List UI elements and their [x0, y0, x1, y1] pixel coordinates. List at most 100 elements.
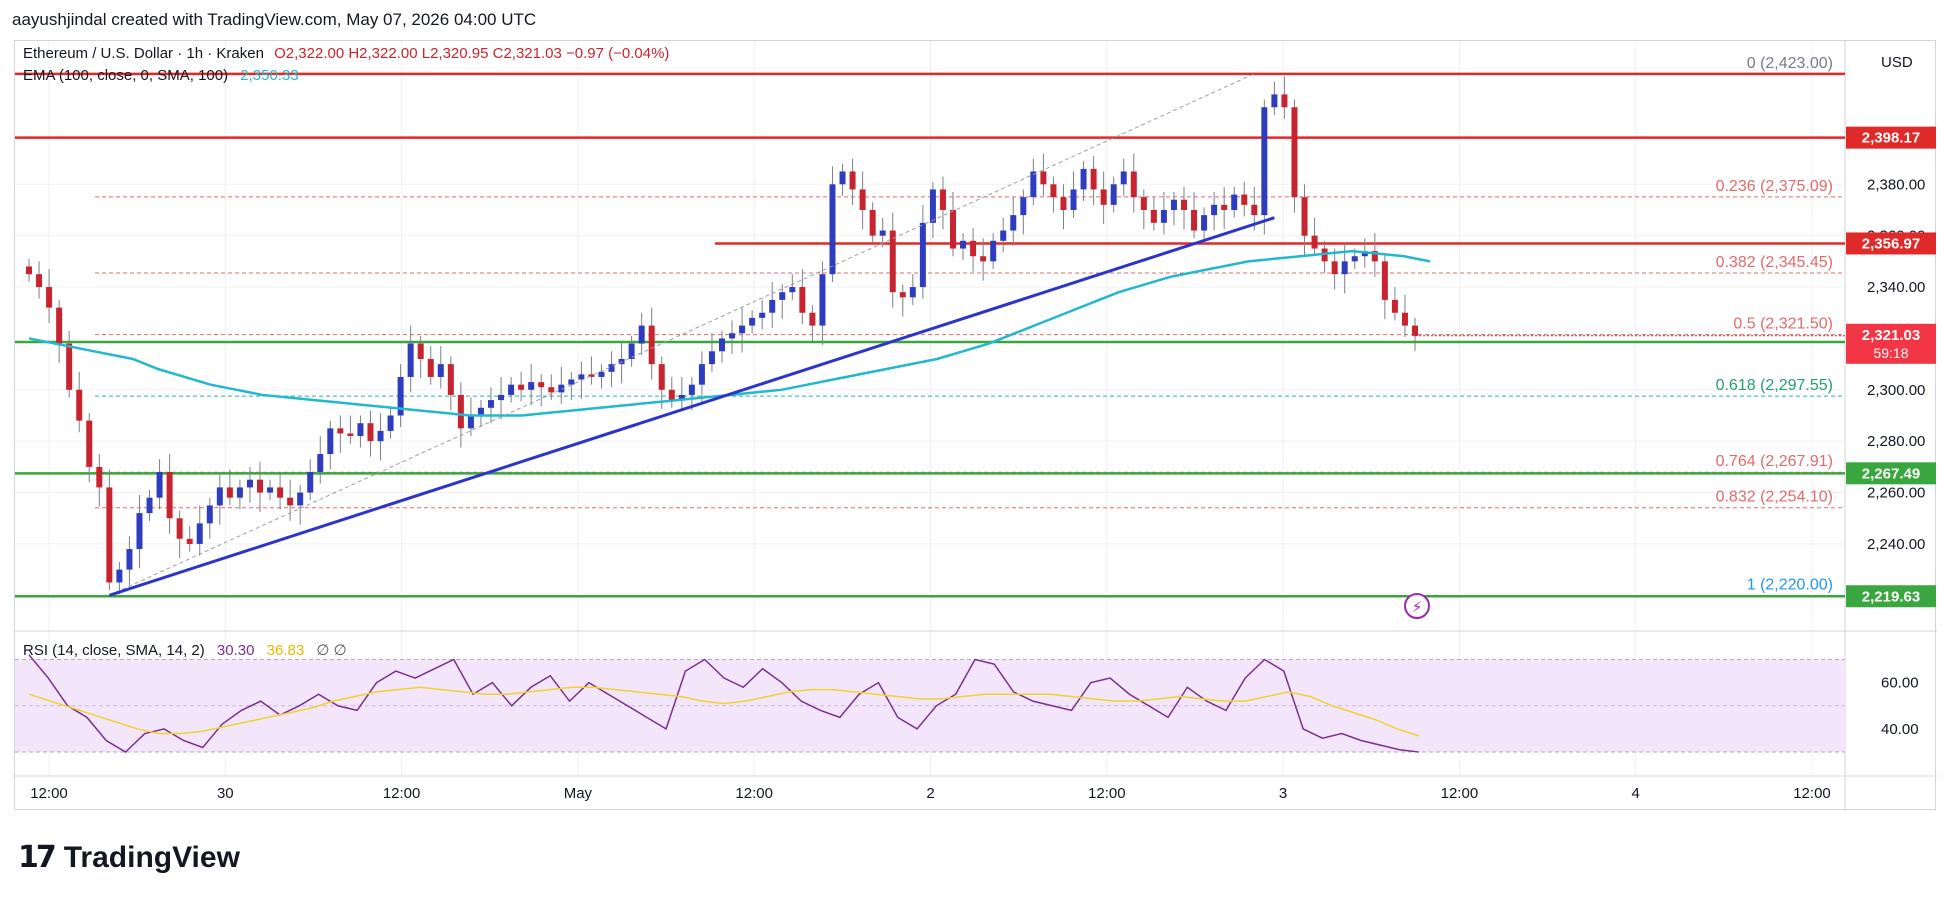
rsi-ma-line: [28, 686, 1420, 737]
candle-body: [749, 317, 756, 326]
candle-body: [829, 184, 836, 275]
candle-body: [116, 569, 123, 583]
candle-body: [1080, 168, 1087, 190]
ema-label[interactable]: EMA (100, close, 0, SMA, 100): [23, 67, 229, 84]
sr-level-tag-label: 2,356.97: [1862, 235, 1920, 252]
candle-body: [698, 364, 705, 385]
candle-body: [1351, 256, 1358, 262]
candle-body: [76, 389, 83, 421]
candle-body: [859, 189, 866, 210]
candle-body: [1291, 107, 1298, 198]
candle-body: [56, 307, 63, 344]
chart-frame: 12:003012:00May12:00212:00312:00412:0051…: [14, 40, 1937, 811]
candle-body: [136, 513, 143, 550]
candle-body: [879, 230, 886, 236]
candle-body: [779, 292, 786, 300]
fib-level-label: 0 (2,423.00): [1747, 55, 1833, 72]
candle-body: [1030, 171, 1037, 198]
candle-body: [1231, 194, 1238, 210]
candle-body: [46, 287, 53, 308]
price-tick-label: 2,260.00: [1867, 485, 1925, 502]
chart-canvas[interactable]: 12:003012:00May12:00212:00312:00412:0051…: [15, 41, 1937, 811]
candle-body: [307, 472, 314, 493]
candle-body: [1040, 171, 1047, 185]
x-tick-label: 12:00: [1441, 785, 1479, 802]
candle-body: [427, 358, 434, 377]
candle-body: [1170, 199, 1177, 210]
candle-body: [186, 538, 193, 544]
candle-body: [1301, 197, 1308, 236]
symbol-legend: Ethereum / U.S. Dollar · 1h · Kraken O2,…: [23, 45, 669, 62]
candle-body: [789, 287, 796, 293]
candle-body: [317, 454, 324, 473]
candle-body: [990, 240, 997, 262]
candle-body: [1381, 261, 1388, 300]
price-tick-label: 2,300.00: [1867, 382, 1925, 399]
candle-body: [1251, 204, 1258, 216]
fib-level-label: 0.764 (2,267.91): [1716, 453, 1833, 470]
lightning-icon-glyph: ⚡: [1412, 598, 1423, 616]
candle-body: [950, 209, 956, 249]
price-tick-label: 2,280.00: [1867, 433, 1925, 450]
candle-body: [477, 407, 484, 416]
attribution-header: aayushjindal created with TradingView.co…: [12, 10, 537, 29]
rsi-line: [28, 654, 1420, 753]
candle-body: [196, 523, 203, 544]
candle-body: [508, 384, 515, 395]
candle-body: [538, 382, 545, 388]
candle-body: [1201, 215, 1208, 231]
candle-body: [578, 374, 585, 380]
x-tick-label: 12:00: [30, 785, 68, 802]
candle-body: [126, 549, 133, 570]
rsi-extra: ∅ ∅: [316, 642, 347, 659]
sr-level-tag-label: 2,267.49: [1862, 465, 1920, 482]
candle-body: [1020, 197, 1027, 216]
ema-value: 2,350.33: [240, 67, 299, 84]
tradingview-logo[interactable]: 17 TradingView: [18, 840, 240, 875]
rsi-label[interactable]: RSI (14, close, SMA, 14, 2): [23, 642, 205, 659]
candle-body: [26, 266, 32, 275]
candle-body: [447, 364, 454, 395]
candle-body: [1261, 107, 1268, 216]
candle-body: [769, 299, 776, 313]
candle-body: [719, 338, 725, 352]
candle-body: [839, 171, 846, 185]
candle-body: [36, 274, 43, 288]
candle-body: [528, 382, 535, 390]
candle-body: [407, 343, 414, 377]
candle-body: [658, 364, 665, 390]
symbol-name[interactable]: Ethereum / U.S. Dollar · 1h · Kraken: [23, 45, 264, 62]
x-tick-label: 12:00: [383, 785, 421, 802]
candle-body: [1271, 94, 1278, 108]
candle-body: [387, 415, 394, 431]
candle-body: [919, 222, 926, 288]
sr-level-tag: [1846, 232, 1936, 255]
fib-level-label: 0.236 (2,375.09): [1716, 178, 1833, 195]
price-tick-label: 2,340.00: [1867, 279, 1925, 296]
candle-body: [66, 343, 73, 390]
candle-body: [729, 333, 736, 339]
fib-level-label: 0.832 (2,254.10): [1716, 489, 1833, 506]
candle-body: [1140, 197, 1147, 210]
candle-body: [1412, 325, 1418, 336]
candle-body: [668, 389, 675, 401]
candle-body: [166, 472, 173, 519]
candle-body: [1150, 209, 1157, 223]
fib-level-label: 0.618 (2,297.55): [1716, 377, 1833, 394]
candle-body: [397, 376, 404, 416]
price-tick-label: 2,380.00: [1867, 176, 1925, 193]
rsi-legend: RSI (14, close, SMA, 14, 2) 30.30 36.83 …: [23, 641, 347, 659]
candle-body: [367, 423, 374, 442]
candle-body: [1191, 209, 1198, 231]
candle-body: [267, 487, 274, 493]
candle-body: [1160, 209, 1167, 223]
candle-body: [156, 472, 163, 498]
candle-body: [1110, 184, 1117, 205]
x-tick-label: 3: [1279, 785, 1287, 802]
rsi-ma-value: 36.83: [266, 642, 305, 659]
x-tick-label: 12:00: [1793, 785, 1831, 802]
candle-body: [498, 394, 505, 401]
x-tick-label: May: [564, 785, 593, 802]
candle-body: [970, 240, 977, 257]
fib-level-label: 0.5 (2,321.50): [1733, 316, 1833, 333]
